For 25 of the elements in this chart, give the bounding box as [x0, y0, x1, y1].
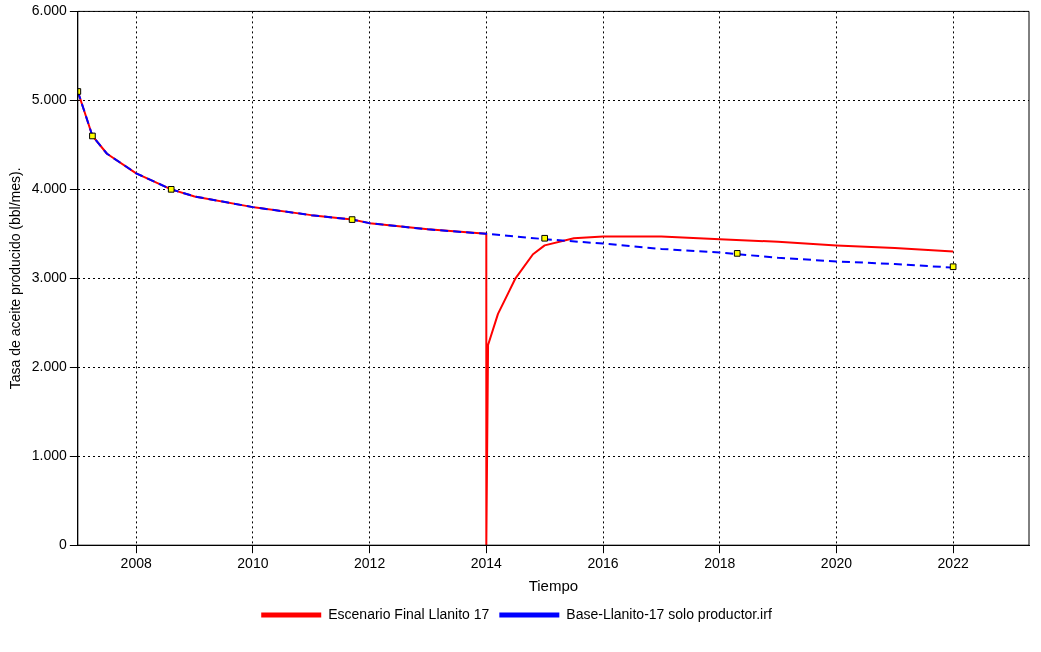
- point: [89, 132, 96, 140]
- x-tick-label: 2012: [354, 555, 386, 572]
- legend-label: Base-Llanito-17 solo productor.irf: [566, 605, 772, 622]
- x-tick-label: 2010: [237, 555, 269, 572]
- y-tick-label: 0: [59, 536, 68, 553]
- y-tick-label: 1.000: [31, 447, 68, 464]
- x-tick-label: 2008: [120, 555, 152, 572]
- point: [949, 263, 957, 271]
- point: [541, 234, 548, 242]
- y-tick-label: 2.000: [31, 358, 68, 375]
- point: [733, 250, 741, 257]
- y-tick-label: 5.000: [31, 91, 68, 108]
- point: [167, 186, 175, 193]
- x-axis-title: Tiempo: [528, 577, 579, 595]
- x-tick-label: 2020: [820, 555, 853, 572]
- point: [348, 216, 356, 223]
- y-tick-label: 3.000: [31, 269, 68, 286]
- y-tick-label: 4.000: [31, 180, 68, 197]
- x-tick-label: 2014: [470, 555, 503, 572]
- y-tick-label: 6.000: [31, 2, 68, 19]
- x-tick-label: 2018: [704, 555, 736, 572]
- y-axis-title: Tasa de aceite producido (bbl/mes).: [7, 167, 24, 390]
- x-tick-label: 2016: [587, 555, 619, 572]
- x-tick-label: 2022: [937, 555, 969, 572]
- legend-label: Escenario Final Llanito 17: [328, 605, 490, 622]
